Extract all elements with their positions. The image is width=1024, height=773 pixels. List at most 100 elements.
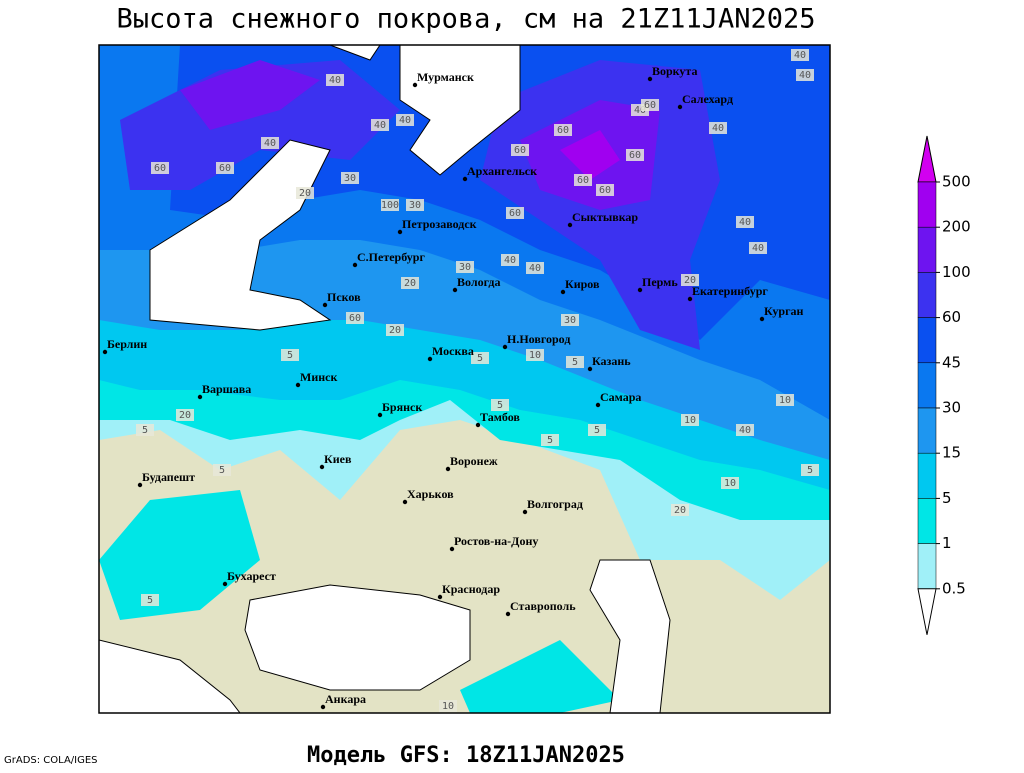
sea [99,639,241,713]
city-label: Пермь [642,275,678,289]
city-label: Ставрополь [510,599,576,613]
sea [149,139,332,331]
city-dot [402,499,408,505]
contour-label-box [326,74,344,86]
contour-label: 40 [374,120,386,131]
colorbar-band [917,317,937,364]
contour-label: 20 [684,275,696,286]
credit: GrADS: COLA/IGES [4,755,98,766]
contour-label-box [526,349,544,361]
contour-label: 40 [794,50,806,61]
contour-label-box [641,99,659,111]
contour-label-box [681,414,699,426]
contour-label: 20 [389,325,401,336]
city-label: Воркута [652,64,697,78]
contour-label: 40 [739,217,751,228]
contour-label: 20 [299,188,311,199]
city-label: Н.Новгород [507,332,570,346]
city-dot [637,287,643,293]
contour-label-box [796,69,814,81]
colorbar-label: 60 [942,308,961,326]
contour-label-box [501,254,519,266]
contour-label: 5 [594,425,600,436]
city-dot [377,412,383,418]
city-label: Будапешт [142,470,195,484]
contour-label-box [401,277,419,289]
title: Высота снежного покрова, см на 21Z11JAN2… [117,4,816,35]
contour-label: 20 [674,505,686,516]
city-dot [445,466,451,472]
contour-label-box [261,137,279,149]
contour-label: 40 [529,263,541,274]
colorbar-label: 30 [942,399,961,417]
city-dot [397,229,403,235]
contour-label-box [281,349,299,361]
city-label: Бухарест [227,569,276,583]
contour-label: 40 [329,75,341,86]
contour-label: 20 [179,410,191,421]
contour-label: 40 [799,70,811,81]
city-dot [320,704,326,710]
city-label: Тамбов [480,410,520,424]
contour-label: 60 [509,208,521,219]
contour-label-box [371,119,389,131]
colorbar-band [917,498,937,544]
city-dot [102,349,108,355]
contour-label-box [721,477,739,489]
contour-label: 5 [147,595,153,606]
city-label: Брянск [382,400,422,414]
contour-label: 30 [459,262,471,273]
city-label: Курган [764,304,804,318]
city-label: С.Петербург [357,250,425,264]
sea [399,45,521,176]
contour-label: 10 [442,701,454,712]
snow-area [460,640,620,713]
contour-label: 30 [344,173,356,184]
contour-label: 20 [404,278,416,289]
sea [244,584,471,691]
colorbar-label: 45 [942,353,961,371]
contour-label: 40 [739,425,751,436]
city-label: Киев [324,452,352,466]
city-dot [295,382,301,388]
colorbar-label: 1 [942,534,952,552]
contour-label-box [526,262,544,274]
contour-label: 10 [684,415,696,426]
contour-label: 10 [529,350,541,361]
contour-label: 40 [399,115,411,126]
city-dot [462,176,468,182]
city-dot [502,344,508,350]
contour-label: 60 [557,125,569,136]
city-label: Сыктывкар [572,210,638,224]
contour-label: 5 [572,357,578,368]
city-dot [322,302,328,308]
city-dot [522,509,528,515]
city-dot [687,296,693,302]
contour-label: 100 [381,200,399,211]
contour-label-box [506,207,524,219]
city-label: Краснодар [442,582,500,596]
city-label: Екатеринбург [692,284,768,298]
snow-area [180,60,320,130]
city-label: Берлин [107,337,147,351]
contour-label-box [776,394,794,406]
colorbar-label: 100 [942,263,971,281]
city-label: Воронеж [450,454,498,468]
contour-label: 5 [287,350,293,361]
city-label: Салехард [682,92,733,106]
city-dot [437,594,443,600]
colorbar-band [917,543,937,590]
city-label: Петрозаводск [402,217,477,231]
city-dot [222,581,228,587]
contour-label-box [381,199,399,211]
colorbar-band [917,181,937,228]
city-dot [452,287,458,293]
colorbar-band [917,407,937,454]
colorbar-band [917,226,937,273]
contour-label: 5 [219,465,225,476]
contour-label-box [566,356,584,368]
contour-label-box [151,162,169,174]
city-dot [475,422,481,428]
